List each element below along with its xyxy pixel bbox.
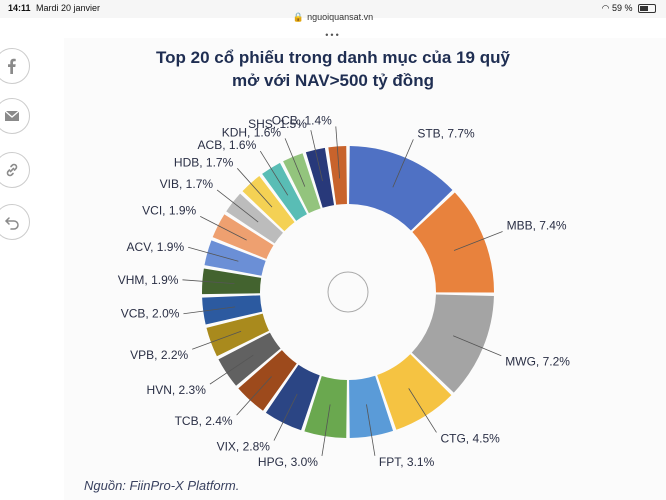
slice-label-tcb: TCB, 2.4% xyxy=(175,414,233,428)
slice-label-ctg: CTG, 4.5% xyxy=(440,431,500,445)
slice-label-stb: STB, 7.7% xyxy=(417,126,475,140)
slice-label-fpt: FPT, 3.1% xyxy=(379,455,435,469)
slice-label-vci: VCI, 1.9% xyxy=(142,203,196,217)
center-ring xyxy=(328,272,368,312)
chart-source: Nguồn: FiinPro-X Platform. xyxy=(84,478,239,493)
slice-label-acv: ACV, 1.9% xyxy=(127,240,185,254)
slice-label-hpg: HPG, 3.0% xyxy=(258,455,318,469)
slice-label-hdb: HDB, 1.7% xyxy=(174,155,234,169)
slice-label-vcb: VCB, 2.0% xyxy=(121,307,180,321)
slice-label-vib: VIB, 1.7% xyxy=(160,177,214,191)
slice-label-vhm: VHM, 1.9% xyxy=(118,273,179,287)
slice-label-vix: VIX, 2.8% xyxy=(217,440,271,454)
slice-label-mwg: MWG, 7.2% xyxy=(505,355,570,369)
slice-label-acb: ACB, 1.6% xyxy=(198,138,257,152)
slice-label-vpb: VPB, 2.2% xyxy=(130,348,188,362)
slice-label-mbb: MBB, 7.4% xyxy=(507,219,567,233)
slice-label-hvn: HVN, 2.3% xyxy=(147,383,207,397)
slice-label-ocb: OCB, 1.4% xyxy=(272,113,332,127)
